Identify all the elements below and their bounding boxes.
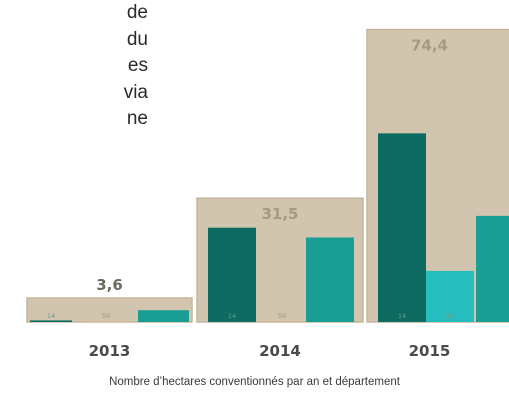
- text-line-4: du: [126, 28, 148, 50]
- bar-label-2013-series-1: 14: [47, 312, 55, 320]
- bar-2014-series-1: [208, 227, 256, 322]
- paragraph-fragment: de du es via ne: [0, 0, 148, 133]
- text-line-5: es: [127, 55, 148, 76]
- bar-label-2015-series-1: 14: [398, 312, 406, 320]
- total-label-2013: 3,6: [96, 276, 123, 294]
- total-label-2014: 31,5: [261, 205, 298, 223]
- bar-2014-series-3: [306, 237, 354, 322]
- year-label-2015: 2015: [409, 342, 451, 360]
- text-line-6: via: [123, 81, 148, 103]
- year-label-2013: 2013: [89, 342, 131, 360]
- text-line-7: ne: [126, 108, 148, 129]
- bar-label-2015-series-2: 50: [446, 312, 454, 320]
- bar-2013-series-1: [30, 320, 72, 322]
- year-label-2014: 2014: [259, 342, 301, 360]
- bar-2015-series-3: [476, 215, 509, 322]
- bar-2015-series-1: [378, 133, 426, 322]
- bar-2015-series-2: [426, 270, 474, 322]
- bar-label-2014-series-1: 14: [228, 312, 236, 320]
- bar-2013-series-3: [138, 310, 189, 322]
- hectares-bar-chart: 3,6 14 50 2013 31,5 14 50 2014 74,4 14 50 2015: [26, 28, 509, 360]
- bar-2013-series-2: [85, 320, 127, 322]
- text-line-1: de: [126, 2, 148, 23]
- chart-caption: Nombre d’hectares conventionnés par an e…: [109, 376, 400, 388]
- bar-label-2013-series-2: 50: [102, 312, 110, 320]
- bar-label-2014-series-2: 50: [278, 312, 286, 320]
- total-label-2015: 74,4: [411, 37, 448, 55]
